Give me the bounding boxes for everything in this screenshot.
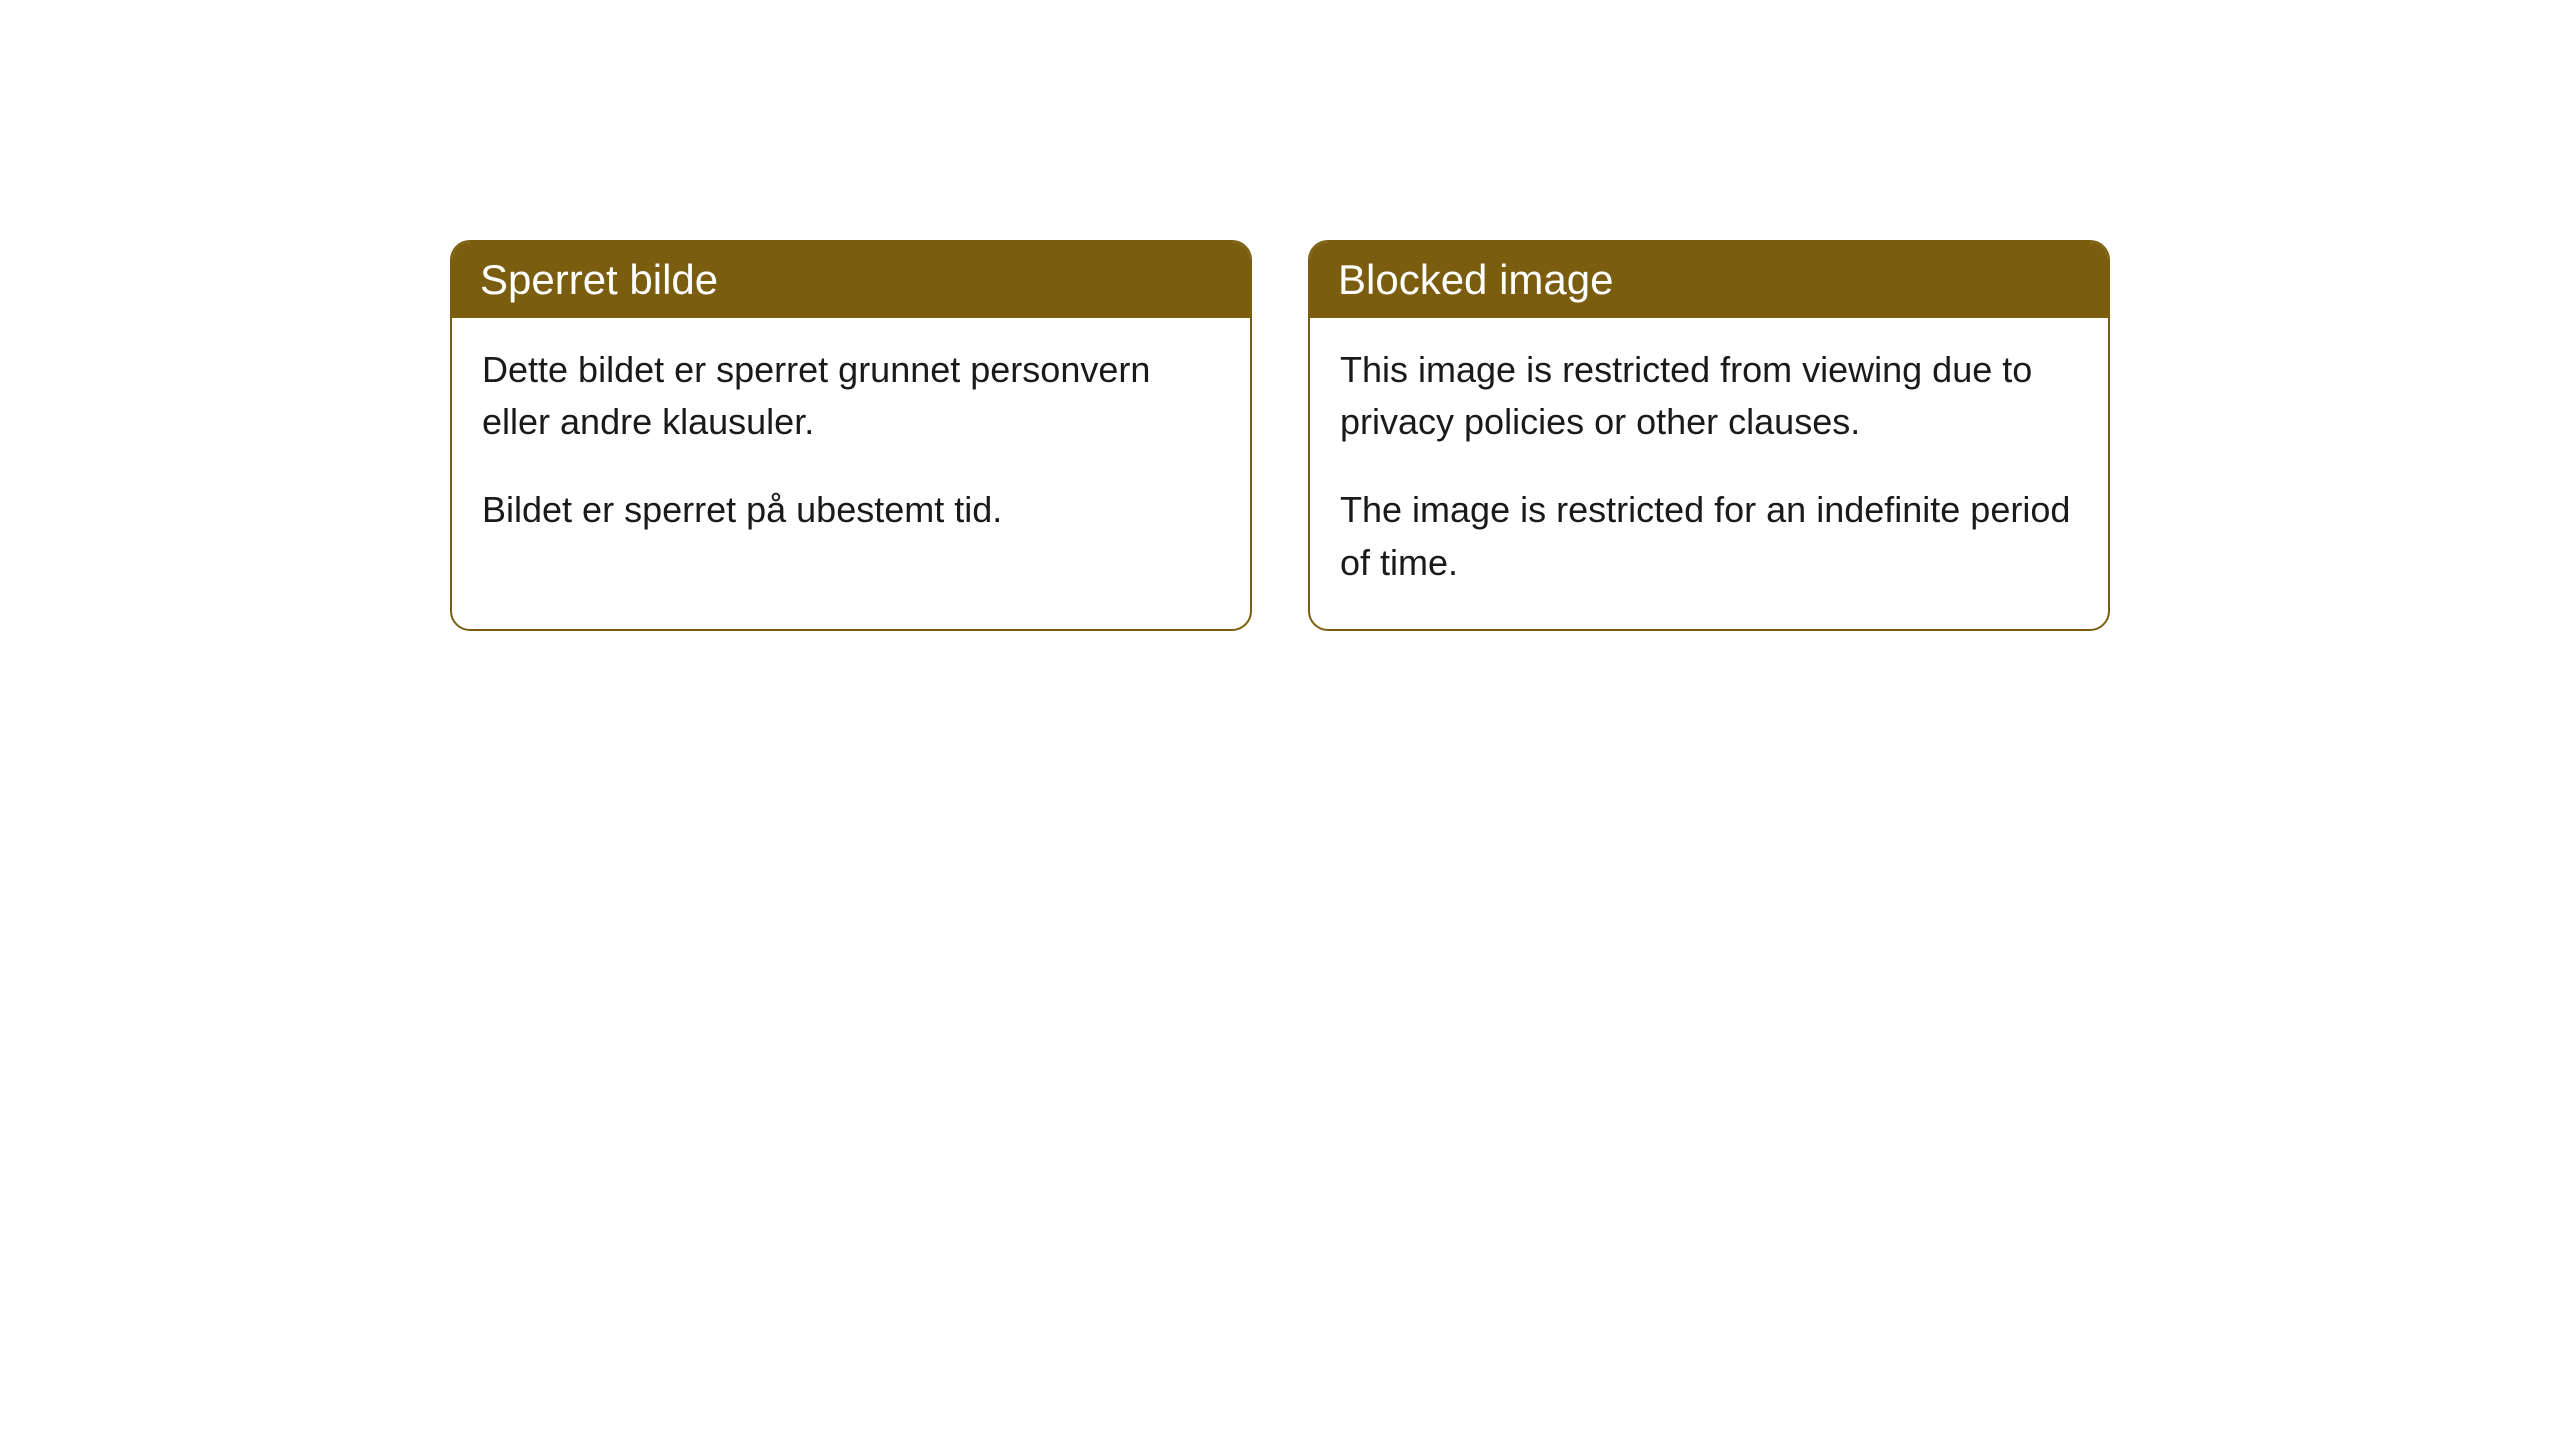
card-header: Sperret bilde xyxy=(452,242,1250,318)
card-title: Sperret bilde xyxy=(480,256,718,303)
card-paragraph: Dette bildet er sperret grunnet personve… xyxy=(482,344,1220,448)
notice-card-english: Blocked image This image is restricted f… xyxy=(1308,240,2110,631)
card-body: Dette bildet er sperret grunnet personve… xyxy=(452,318,1250,577)
card-paragraph: Bildet er sperret på ubestemt tid. xyxy=(482,484,1220,536)
notice-cards-container: Sperret bilde Dette bildet er sperret gr… xyxy=(450,240,2110,631)
card-paragraph: The image is restricted for an indefinit… xyxy=(1340,484,2078,588)
notice-card-norwegian: Sperret bilde Dette bildet er sperret gr… xyxy=(450,240,1252,631)
card-header: Blocked image xyxy=(1310,242,2108,318)
card-paragraph: This image is restricted from viewing du… xyxy=(1340,344,2078,448)
card-title: Blocked image xyxy=(1338,256,1613,303)
card-body: This image is restricted from viewing du… xyxy=(1310,318,2108,629)
